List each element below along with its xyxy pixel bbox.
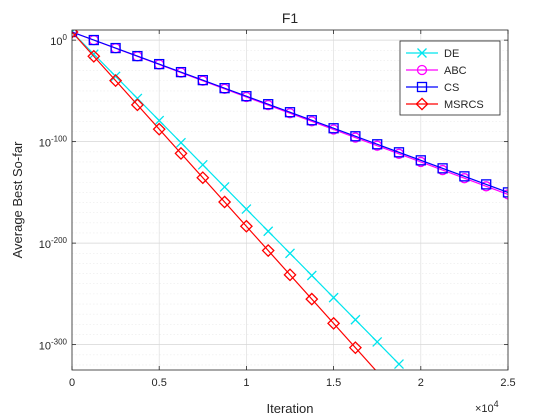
series-marker-cs: [132, 50, 143, 62]
series-marker-de: [372, 336, 383, 347]
series-marker-de: [285, 248, 295, 259]
series-layer: [72, 30, 508, 370]
ticks: 0 0.5 1 1.5 2 2.5 100 10-100 10-200 10-300: [39, 30, 516, 389]
axes-box: [71, 29, 509, 371]
legend-marker: [417, 48, 427, 58]
series-marker-msrcs: [305, 292, 319, 306]
legend-marker: [416, 64, 428, 76]
series-marker-msrcs: [174, 146, 188, 160]
series-marker-msrcs: [196, 171, 210, 185]
legend-label: DE: [444, 48, 459, 60]
series-marker-cs: [88, 34, 99, 46]
legend-item-msrcs: MSRCS: [406, 97, 484, 111]
x-exponent: ×104: [475, 399, 499, 415]
series-marker-msrcs: [87, 49, 101, 63]
legend-marker: [416, 81, 428, 93]
x-tick-label: 2.5: [500, 377, 515, 389]
series-marker-de: [394, 359, 404, 369]
legend-label: CS: [444, 82, 459, 94]
x-exponent-power: 4: [494, 399, 499, 409]
y-tick-label: 10-100: [39, 135, 68, 150]
series-marker-msrcs: [283, 268, 297, 282]
series-marker-cs: [197, 74, 208, 86]
series-marker-cs: [263, 99, 274, 110]
x-tick-label: 0: [69, 377, 75, 389]
series-marker-msrcs: [130, 98, 144, 112]
series-marker-msrcs: [239, 219, 253, 233]
series-marker-de: [176, 137, 186, 148]
series-marker-de: [306, 270, 317, 281]
legend-label: ABC: [444, 65, 467, 77]
x-tick-label: 1.5: [326, 377, 341, 389]
x-exponent-base: ×10: [475, 403, 494, 415]
series-marker-de: [350, 314, 361, 325]
series-marker-msrcs: [218, 195, 232, 209]
legend: DE ABC CS MSRCS: [399, 40, 501, 116]
x-tick-label: 0.5: [152, 377, 167, 389]
series-marker-de: [263, 226, 274, 237]
y-tick-label: 10-300: [39, 338, 68, 353]
legend-item-de: DE: [406, 48, 459, 60]
series-marker-cs: [72, 30, 78, 38]
x-tick-label: 2: [418, 377, 424, 389]
series-de: [72, 30, 404, 369]
series-marker-cs: [393, 147, 405, 158]
legend-item-abc: ABC: [406, 64, 467, 77]
series-marker-msrcs: [152, 122, 166, 136]
series-marker-cs: [459, 171, 470, 182]
series-marker-cs: [372, 139, 383, 150]
legend-marker: [415, 97, 429, 111]
x-axis-label: Iteration: [267, 401, 314, 416]
series-marker-msrcs: [109, 74, 123, 88]
series-marker-de: [110, 71, 121, 82]
series-marker-cs: [154, 58, 165, 70]
series-marker-de: [219, 182, 230, 192]
series-line-cs: [72, 31, 508, 193]
y-tick-label: 100: [50, 33, 67, 48]
y-tick-label: 10-200: [39, 236, 68, 251]
series-line-msrcs: [72, 31, 376, 370]
series-marker-msrcs: [348, 341, 362, 355]
y-axis-label: Average Best So-far: [10, 141, 25, 258]
legend-item-cs: CS: [406, 81, 459, 94]
series-marker-msrcs: [261, 244, 275, 258]
series-marker-cs: [328, 123, 339, 134]
series-line-de: [72, 31, 401, 366]
series-marker-cs: [481, 179, 492, 190]
x-tick-label: 1: [243, 377, 249, 389]
series-marker-msrcs: [327, 316, 341, 330]
series-marker-cs: [437, 163, 448, 174]
series-marker-de: [154, 115, 165, 126]
series-marker-cs: [306, 115, 317, 126]
series-marker-cs: [241, 91, 252, 102]
series-marker-de: [241, 204, 252, 215]
series-marker-cs: [175, 66, 187, 78]
series-marker-de: [88, 49, 99, 60]
series-marker-de: [328, 292, 339, 303]
series-marker-cs: [284, 107, 296, 118]
series-marker-cs: [415, 155, 426, 166]
series-marker-cs: [350, 131, 361, 142]
series-marker-cs: [110, 42, 121, 54]
legend-label: MSRCS: [444, 99, 484, 111]
series-marker-de: [197, 159, 208, 170]
series-marker-cs: [219, 83, 230, 94]
series-cs: [72, 30, 508, 198]
chart-title: F1: [282, 10, 299, 26]
series-marker-cs: [502, 187, 508, 198]
